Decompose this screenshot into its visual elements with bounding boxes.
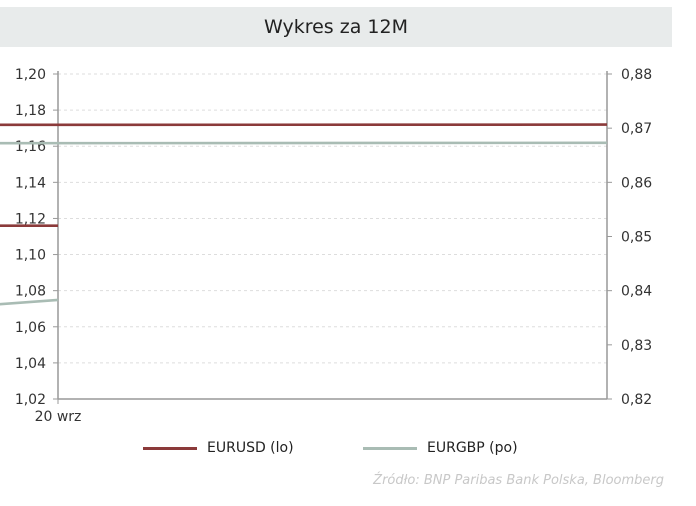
legend-label-eurgbp: EURGBP (po) [427,440,518,456]
y-right-tick-label: 0,84 [621,284,652,300]
chart-title: Wykres za 12M [264,16,408,38]
y-left-tick-label: 1,16 [15,139,46,155]
y-right-tick-label: 0,86 [621,175,652,191]
legend-item-eurgbp: EURGBP (po) [363,440,518,456]
chart-title-bar: Wykres za 12M [0,7,672,47]
y-left-tick-label: 1,20 [15,67,46,83]
y-left-tick-label: 1,12 [15,211,46,227]
y-left-tick-label: 1,04 [15,356,46,372]
source-note: Źródło: BNP Paribas Bank Polska, Bloombe… [373,473,664,488]
y-right-tick-label: 0,88 [621,67,652,83]
y-left-tick-label: 1,10 [15,248,46,264]
legend-label-eurusd: EURUSD (lo) [207,440,294,456]
y-right-tick-label: 0,87 [621,121,652,137]
legend-swatch-eurgbp [363,446,417,450]
legend-swatch-eurusd [143,446,197,450]
y-right-tick-label: 0,82 [621,392,652,408]
x-tick-label: 20 wrz [35,409,82,425]
legend-item-eurusd: EURUSD (lo) [143,440,294,456]
series-line-eurgbp [0,141,608,306]
y-left-tick-label: 1,18 [15,103,46,119]
y-left-tick-label: 1,14 [15,175,46,191]
y-right-tick-label: 0,85 [621,230,652,246]
y-left-tick-label: 1,02 [15,392,46,408]
y-left-tick-label: 1,08 [15,284,46,300]
y-right-tick-label: 0,83 [621,338,652,354]
series-line-eurusd [0,123,608,227]
y-left-tick-label: 1,06 [15,320,46,336]
